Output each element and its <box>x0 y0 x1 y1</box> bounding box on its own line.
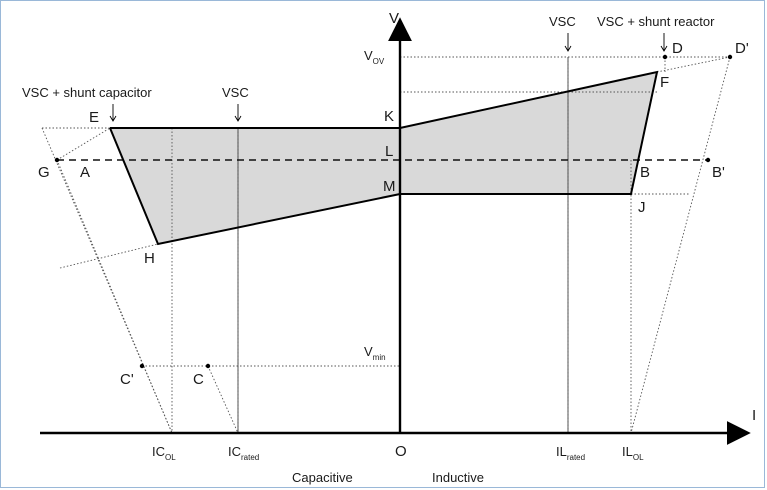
point-label-c-prime: C' <box>120 371 134 388</box>
origin-label: O <box>395 443 407 460</box>
point-label-h: H <box>144 250 155 267</box>
vsc-left-label: VSC <box>222 85 249 100</box>
point-label-k: K <box>384 108 394 125</box>
ic-rated-label: ICrated <box>228 444 259 462</box>
point-label-a: A <box>80 164 90 181</box>
point-label-b: B <box>640 164 650 181</box>
annotation-arrows <box>109 33 668 122</box>
il-ol-label: ILOL <box>622 444 644 462</box>
point-label-c: C <box>193 371 204 388</box>
v-min-label: Vmin <box>364 344 386 362</box>
x-axis-label: I <box>752 407 756 424</box>
point-label-d-prime: D' <box>735 40 749 57</box>
operating-region <box>110 72 657 244</box>
capacitive-label: Capacitive <box>292 470 353 485</box>
point-label-j: J <box>638 199 646 216</box>
point-label-f: F <box>660 74 669 91</box>
ic-ol-label: ICOL <box>152 444 176 462</box>
inductive-label: Inductive <box>432 470 484 485</box>
point-label-l: L <box>385 143 393 160</box>
point-label-g: G <box>38 164 50 181</box>
point-label-d: D <box>672 40 683 57</box>
y-axis-label: V <box>389 10 399 27</box>
vsc-shunt-capacitor-label: VSC + shunt capacitor <box>22 85 152 100</box>
point-markers <box>54 54 733 369</box>
vsc-right-label: VSC <box>549 14 576 29</box>
il-rated-label: ILrated <box>556 444 585 462</box>
point-label-b-prime: B' <box>712 164 725 181</box>
point-label-m: M <box>383 178 396 195</box>
v-ov-label: VOV <box>364 48 385 66</box>
point-label-e: E <box>89 109 99 126</box>
vsc-shunt-reactor-label: VSC + shunt reactor <box>597 14 715 29</box>
